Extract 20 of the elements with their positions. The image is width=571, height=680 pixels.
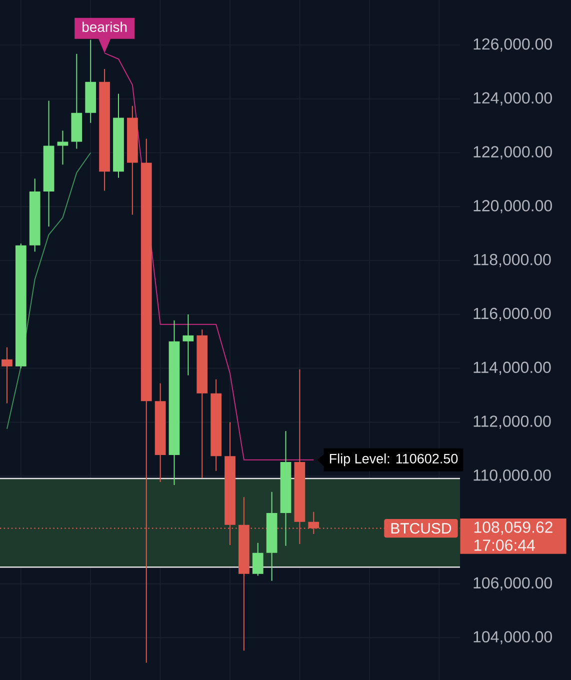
y-tick-label: 104,000.00: [474, 631, 552, 644]
text: 108,059.62: [474, 522, 552, 535]
y-tick-label: 112,000.00: [474, 416, 551, 429]
candlestick: [252, 542, 264, 576]
y-tick-label: 114,000.00: [474, 362, 551, 375]
candlestick: [57, 130, 68, 166]
annotation: Flip Level: 110602.50: [330, 454, 458, 466]
annotation: bearish: [82, 22, 127, 32]
y-tick-label: 126,000.00: [474, 38, 552, 52]
candlestick: [2, 346, 12, 404]
y-tick-label: 110,000.00: [474, 469, 551, 483]
ref-line-label: BTCUSD: [391, 523, 452, 534]
candlestick: [182, 314, 194, 376]
y-tick-label: 122,000.00: [474, 146, 552, 160]
y-tick-label: 116,000.00: [474, 308, 551, 321]
y-tick-label: 124,000.00: [474, 92, 552, 106]
y-tick-label: 120,000.00: [474, 200, 552, 214]
y-tick-label: 106,000.00: [474, 577, 552, 590]
text: 17:06:44: [474, 540, 535, 551]
y-tick-label: 118,000.00: [474, 254, 551, 268]
